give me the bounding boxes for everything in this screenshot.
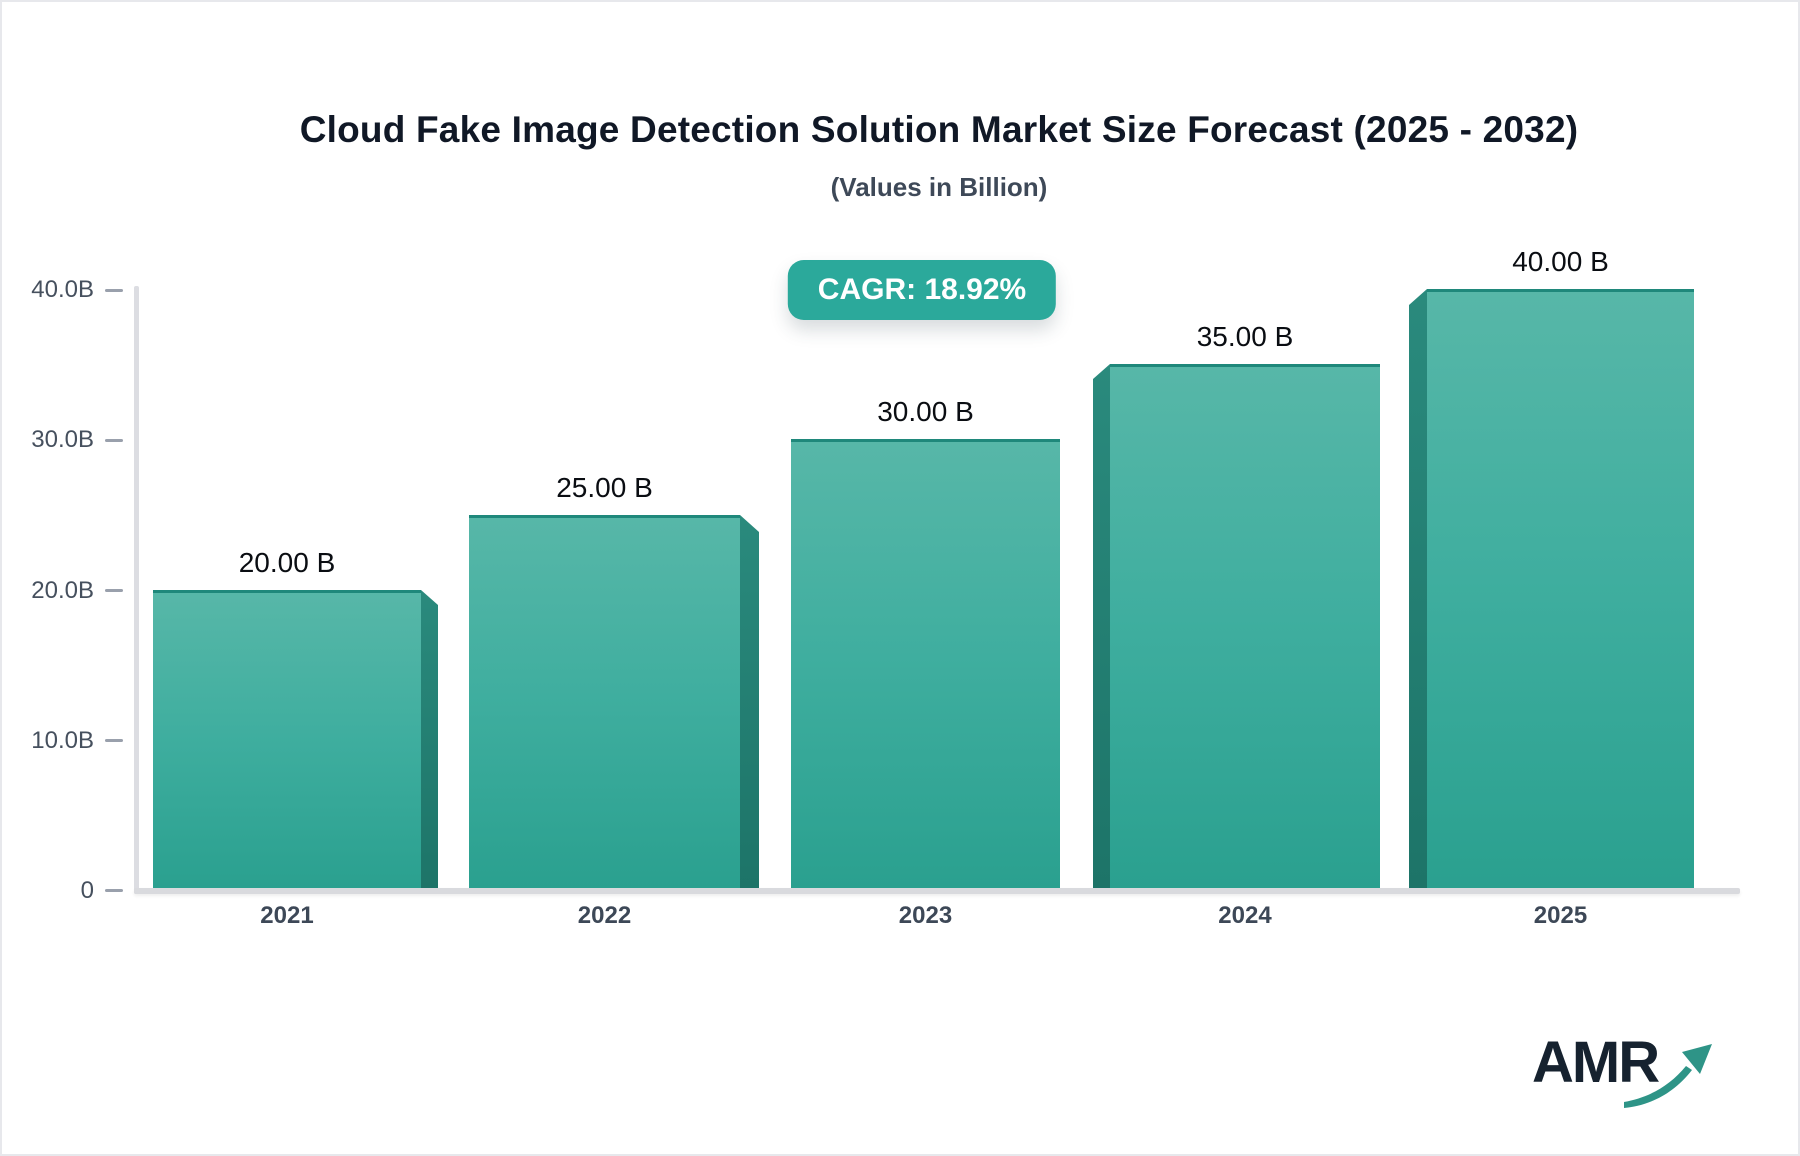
bar-2024[interactable] [1110, 364, 1380, 890]
y-tick-mark-10b [105, 739, 123, 742]
bar-value-label-2022: 25.00 B [556, 472, 653, 503]
y-axis-line [134, 286, 139, 894]
y-tick-label-10b: 10.0B [31, 727, 94, 754]
x-tick-label-2023: 2023 [898, 902, 953, 929]
y-tick-mark-30b [105, 439, 123, 442]
y-tick-label-30b: 30.0B [31, 426, 94, 453]
bar-value-label-2023: 30.00 B [877, 396, 974, 427]
y-tick-mark-0 [105, 889, 123, 892]
y-tick-label-20b: 20.0B [31, 577, 94, 604]
bar-2022[interactable] [469, 515, 740, 890]
bar-2025[interactable] [1427, 289, 1694, 890]
x-tick-label-2024: 2024 [1218, 902, 1272, 929]
x-tick-label-2025: 2025 [1533, 902, 1588, 929]
chart-title: Cloud Fake Image Detection Solution Mark… [299, 109, 1579, 150]
y-tick-label-0: 0 [80, 877, 94, 904]
bar-2021-side-face [421, 590, 438, 890]
trend-up-arrow-icon [1624, 1044, 1712, 1108]
cagr-badge: CAGR: 18.92% [787, 260, 1057, 320]
bar-2021[interactable] [153, 590, 421, 890]
bar-2022-side-face [740, 515, 759, 890]
chart-subtitle: (Values in Billion) [830, 172, 1048, 202]
x-tick-label-2022: 2022 [577, 902, 632, 929]
x-axis-line [134, 888, 1740, 894]
y-tick-mark-20b [105, 589, 123, 592]
y-tick-mark-40b [105, 289, 123, 292]
bar-2023[interactable] [791, 439, 1060, 890]
bar-value-label-2024: 35.00 B [1196, 321, 1294, 352]
y-tick-label-40b: 40.0B [31, 276, 94, 303]
amr-logo-text: AMR [1532, 1030, 1660, 1095]
bar-value-label-2025: 40.00 B [1512, 246, 1609, 277]
x-tick-label-2021: 2021 [260, 902, 314, 929]
bar-2024-side-face [1093, 364, 1110, 890]
bar-value-label-2021: 20.00 B [238, 547, 336, 578]
amr-logo: AMR [1532, 1032, 1717, 1122]
bar-2025-side-face [1409, 289, 1427, 890]
